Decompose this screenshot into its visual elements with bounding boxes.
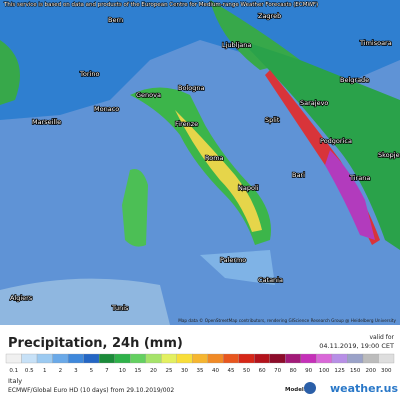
land-north — [0, 0, 400, 120]
city: Firenze — [175, 120, 198, 128]
color-swatch — [254, 353, 270, 364]
color-swatch — [207, 353, 224, 364]
balkans — [240, 40, 400, 250]
map: Bern Zagreb Ljubljana Timisoara Torino B… — [0, 0, 400, 325]
scale-label: 150 — [350, 368, 361, 374]
scale-label: 30 — [181, 368, 188, 374]
color-scale: 0.1 0.5 1 2 3 5 7 10 15 20 25 30 35 40 45 50 60 70 80 90 100… — [5, 353, 395, 374]
city: Sarajevo — [300, 99, 328, 107]
sicily — [200, 250, 275, 285]
scale-label: 10 — [119, 368, 126, 374]
color-swatch — [5, 353, 22, 364]
color-swatch — [378, 353, 395, 364]
color-swatch — [52, 353, 69, 364]
valid-label: valid for — [369, 334, 394, 341]
city: Belgrade — [340, 76, 369, 84]
color-swatch — [300, 353, 317, 364]
city: Tirana — [349, 174, 370, 182]
scale-label: 20 — [150, 368, 157, 374]
brand: weather.us — [330, 382, 398, 395]
scale-label: 60 — [259, 368, 266, 374]
city: Zagreb — [258, 12, 281, 20]
city: Tunis — [111, 304, 129, 312]
scale-label: 100 — [319, 368, 330, 374]
scale-label: 90 — [305, 368, 312, 374]
city: Bologna — [178, 84, 204, 92]
scale-label: 25 — [165, 368, 172, 374]
scale-label: 2 — [59, 368, 63, 374]
sardinia — [122, 169, 148, 247]
attribution: Map data © OpenStreetMap contributors, r… — [178, 318, 396, 323]
color-swatch — [347, 353, 364, 364]
color-swatch — [362, 353, 379, 364]
city: Torino — [79, 70, 99, 78]
scale-label: 125 — [334, 368, 345, 374]
valid-time: 04.11.2019, 19:00 CET — [319, 342, 394, 350]
color-swatch — [130, 353, 146, 364]
city: Bern — [108, 16, 123, 24]
color-swatch — [145, 353, 162, 364]
city: Marseille — [32, 118, 61, 126]
color-swatch — [21, 353, 38, 364]
region: Italy — [8, 377, 22, 385]
city: Genova — [136, 91, 161, 99]
color-swatch — [67, 353, 84, 364]
scale-label: 5 — [90, 368, 94, 374]
color-swatch — [238, 353, 255, 364]
scale-label: 3 — [74, 368, 78, 374]
city: Roma — [205, 154, 224, 162]
rain-max — [325, 150, 375, 240]
city: Catania — [258, 276, 283, 284]
italy — [130, 87, 271, 245]
scale-label: 200 — [365, 368, 376, 374]
color-swatch — [36, 353, 53, 364]
city: Algiers — [10, 294, 33, 302]
color-swatch — [331, 353, 348, 364]
rain-heavy — [175, 110, 262, 232]
color-swatch — [316, 353, 333, 364]
color-swatch — [176, 353, 193, 364]
scale-label: 70 — [274, 368, 281, 374]
rain-area — [0, 0, 300, 105]
city: Ljubljana — [222, 41, 251, 49]
city: Bari — [292, 171, 305, 179]
color-swatch — [269, 353, 286, 364]
city: Palermo — [220, 256, 246, 264]
scale-label: 35 — [197, 368, 204, 374]
color-swatch — [114, 353, 131, 364]
city: Timisoara — [359, 39, 392, 47]
city: Napoli — [238, 184, 259, 192]
color-swatch — [161, 353, 177, 364]
scale-label: 80 — [290, 368, 297, 374]
scale-label: 40 — [212, 368, 219, 374]
africa — [0, 278, 170, 325]
scale-label: 50 — [243, 368, 250, 374]
ecmwf-logo — [304, 382, 316, 394]
city: Split — [265, 116, 280, 124]
legend-title: Precipitation, 24h (mm) — [8, 336, 183, 351]
color-swatch — [192, 353, 208, 364]
color-swatch — [223, 353, 239, 364]
city: Monaco — [94, 105, 119, 113]
color-swatch — [83, 353, 100, 364]
notice: This service is based on data and produc… — [3, 2, 318, 8]
city: Skopje — [378, 151, 400, 159]
city: Podgorica — [320, 137, 352, 145]
color-swatch — [285, 353, 302, 364]
scale-label: 0.1 — [9, 368, 18, 374]
scale-label: 7 — [105, 368, 109, 374]
model-run: ECMWF/Global Euro HD (10 days) from 29.1… — [8, 387, 174, 394]
scale-label: 45 — [228, 368, 235, 374]
model-label: Model: — [285, 387, 306, 393]
scale-label: 0.5 — [25, 368, 34, 374]
legend-panel: Precipitation, 24h (mm) valid for 04.11.… — [5, 334, 398, 395]
color-swatch — [98, 353, 115, 364]
scale-label: 1 — [43, 368, 47, 374]
scale-label: 15 — [134, 368, 141, 374]
scale-label: 300 — [381, 368, 392, 374]
